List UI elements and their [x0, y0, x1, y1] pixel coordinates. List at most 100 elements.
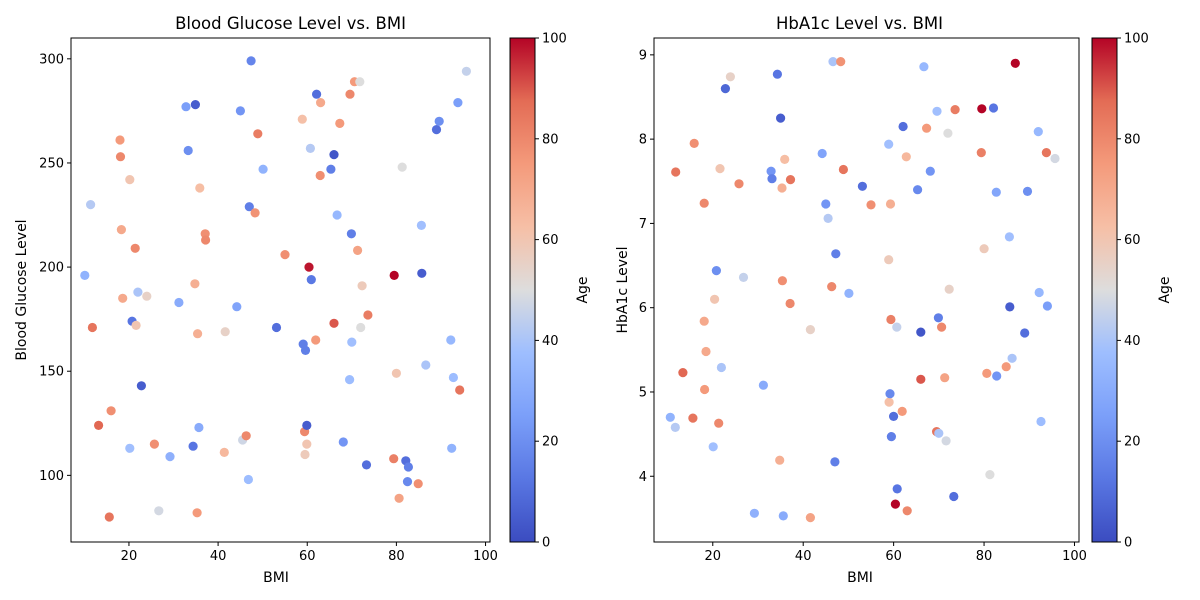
scatter-point	[232, 302, 242, 312]
colorbar	[509, 37, 536, 543]
scatter-point	[345, 375, 355, 385]
scatter-point	[312, 89, 322, 99]
scatter-point	[195, 183, 205, 193]
scatter-point	[898, 121, 908, 132]
right-chart: HbA1c Level vs. BMI 20 40 60 80 100 4 5 6 7 8 9 B…	[615, 14, 1173, 586]
scatter-point	[1036, 416, 1046, 427]
scatter-point	[394, 493, 404, 503]
scatter-point	[125, 175, 135, 185]
scatter-point	[982, 368, 992, 378]
scatter-point	[194, 422, 204, 433]
chart-title: Blood Glucose Level vs. BMI	[175, 14, 406, 33]
scatter-point	[720, 84, 731, 94]
y-tick-label: 150	[39, 365, 64, 380]
scatter-point	[777, 183, 787, 193]
colorbar-tick-label: 0	[542, 536, 550, 551]
scatter-point	[830, 457, 840, 467]
scatter-point	[346, 229, 356, 239]
scatter-point	[188, 441, 198, 451]
scatter-point	[937, 322, 947, 332]
colorbar-label: Age	[1157, 276, 1173, 303]
scatter-point	[678, 368, 688, 378]
scatter-point	[304, 262, 314, 272]
scatter-point	[434, 116, 444, 126]
x-axis-ticks: 20 40 60 80 100	[705, 542, 1087, 564]
scatter-point	[193, 329, 203, 339]
scatter-point	[335, 118, 345, 128]
scatter-point	[913, 185, 923, 195]
colorbar-tick-label: 100	[542, 32, 567, 47]
scatter-point	[699, 198, 709, 208]
y-axis-label: HbA1c Level	[615, 246, 631, 333]
scatter-point	[988, 103, 999, 113]
colorbar-tick-label: 60	[542, 233, 559, 248]
scatter-point	[329, 150, 339, 160]
scatter-point	[397, 162, 407, 172]
y-axis-label: Blood Glucose Level	[14, 219, 30, 360]
y-tick-label: 5	[639, 385, 647, 400]
scatter-point	[716, 362, 727, 373]
scatter-point	[253, 129, 263, 139]
scatter-point	[766, 166, 776, 176]
scatter-point	[403, 462, 413, 472]
scatter-point	[700, 384, 710, 395]
scatter-point	[133, 287, 143, 297]
scatter-point	[885, 199, 896, 209]
scatter-point	[950, 105, 960, 115]
scatter-point	[715, 164, 725, 174]
scatter-point	[192, 508, 202, 518]
scatter-point	[902, 506, 912, 516]
scatter-point	[758, 380, 769, 390]
y-tick-label: 8	[639, 133, 647, 148]
scatter-point	[916, 327, 926, 337]
scatter-point	[991, 187, 1001, 197]
scatter-point	[885, 389, 895, 399]
scatter-point	[884, 139, 894, 149]
scatter-point	[413, 479, 423, 489]
scatter-point	[701, 346, 711, 357]
colorbar-tick-label: 80	[542, 132, 559, 147]
colorbar-label: Age	[575, 276, 591, 303]
scatter-point	[280, 250, 290, 260]
scatter-point	[154, 506, 164, 516]
scatter-point	[689, 138, 699, 148]
scatter-point	[828, 57, 838, 67]
scatter-point	[1005, 302, 1015, 312]
scatter-point	[831, 249, 841, 259]
scatter-point	[300, 449, 310, 460]
scatter-point	[884, 397, 894, 407]
chart-title: HbA1c Level vs. BMI	[776, 14, 943, 33]
y-tick-label: 6	[639, 301, 647, 316]
scatter-point	[943, 128, 953, 138]
scatter-point	[949, 491, 959, 502]
y-tick-label: 100	[39, 469, 64, 484]
scatter-point	[767, 174, 777, 184]
scatter-point	[329, 318, 339, 328]
scatter-point	[447, 443, 457, 453]
scatter-point	[886, 432, 897, 442]
scatter-point	[431, 125, 442, 135]
y-axis-ticks: 100 150 200 250 300	[39, 52, 71, 484]
colorbar-tick-label: 40	[542, 334, 559, 349]
scatter-point	[241, 431, 251, 441]
x-tick-label: 40	[210, 549, 227, 564]
scatter-point	[708, 442, 718, 452]
y-tick-label: 7	[639, 217, 647, 232]
scatter-point	[785, 298, 795, 309]
colorbar-tick-label: 0	[1124, 536, 1132, 551]
scatter-point	[776, 113, 786, 123]
scatter-point	[922, 123, 932, 133]
scatter-point	[827, 282, 837, 292]
scatter-point	[355, 77, 365, 87]
scatter-point	[136, 381, 146, 391]
scatter-point	[890, 499, 901, 509]
colorbar-tick-label: 80	[1124, 132, 1141, 147]
colorbar-ticks: 0 20 40 60 80 100	[1117, 32, 1149, 551]
x-tick-label: 40	[795, 549, 812, 564]
scatter-point	[836, 57, 846, 67]
x-tick-label: 60	[885, 549, 902, 564]
left-chart: Blood Glucose Level vs. BMI 20 40 60 80 100 …	[14, 14, 591, 586]
scatter-point	[306, 275, 316, 285]
x-tick-label: 100	[1062, 549, 1087, 564]
